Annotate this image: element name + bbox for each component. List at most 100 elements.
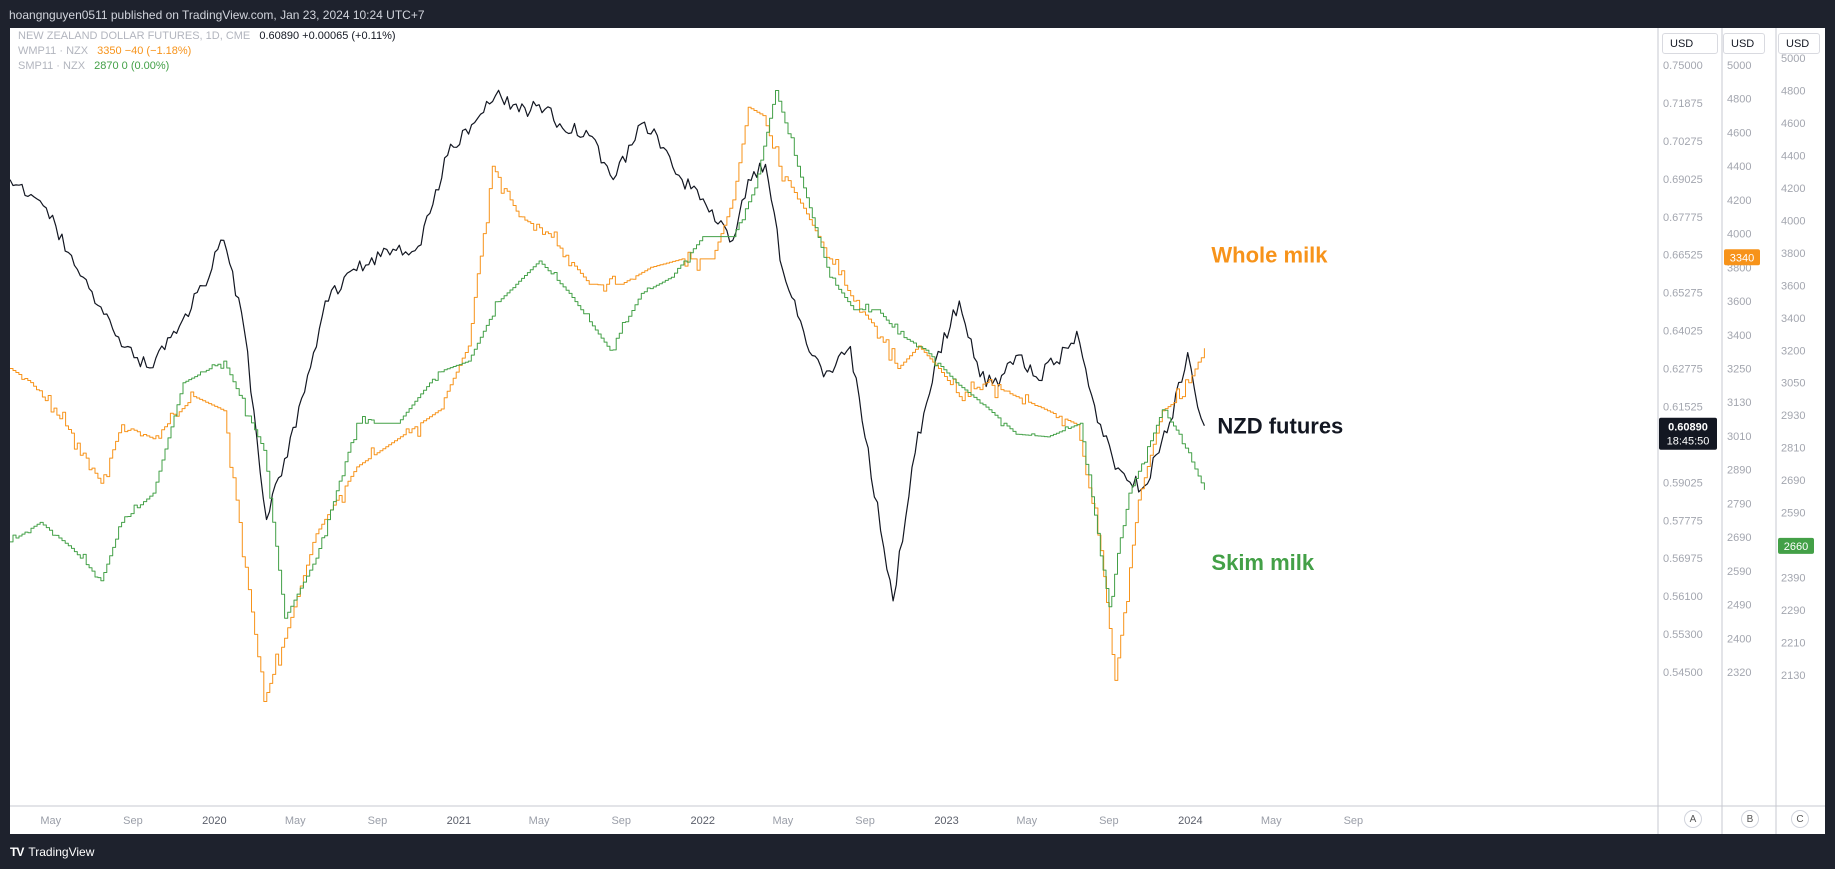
scale-b-tick: 3400 [1727, 330, 1751, 342]
legend-wmp[interactable]: WMP11 · NZX 3350 −40 (−1.18%) [18, 45, 191, 57]
brand-label: TradingView [28, 845, 95, 859]
x-tick-label: Sep [368, 815, 388, 827]
x-tick-label: Sep [855, 815, 875, 827]
scale-c-tick: 3400 [1781, 313, 1805, 325]
x-tick-label: May [40, 815, 61, 827]
countdown-a: 18:45:50 [1667, 436, 1710, 448]
legend-nzd-value: 0.60890 [259, 30, 300, 42]
scale-b-tick: 2890 [1727, 465, 1751, 477]
scale-a-button[interactable]: A [1684, 810, 1702, 828]
legend-smp[interactable]: SMP11 · NZX 2870 0 (0.00%) [18, 60, 169, 72]
scale-c-currency-label: USD [1786, 37, 1810, 50]
last-value-badge-a [1659, 417, 1717, 450]
scale-b-tick: 4600 [1727, 127, 1751, 139]
scale-c-tick: 4600 [1781, 118, 1805, 130]
chart-canvas[interactable]: May Sep 2020 May Sep 2021 May Sep 2022 May Sep 2023… [10, 28, 1825, 834]
scale-b-tick: 3600 [1727, 296, 1751, 308]
scale-c-tick: 5000 [1781, 53, 1805, 65]
scale-c-tick: 3200 [1781, 345, 1805, 357]
series-line-skim-milk[interactable] [10, 90, 1205, 619]
scale-c-button-label: C [1796, 813, 1804, 825]
tradingview-logo-icon: TV [10, 845, 24, 859]
scale-b-button-label: B [1746, 813, 1754, 825]
scale-c-tick: 4400 [1781, 150, 1805, 162]
scale-c-tick: 3800 [1781, 248, 1805, 260]
scale-b-tick: 2320 [1727, 667, 1751, 679]
legend-smp-value: 2870 [94, 60, 119, 72]
scale-a-tick: 0.56100 [1663, 591, 1703, 603]
scale-a-tick: 0.70275 [1663, 136, 1703, 148]
scale-a-tick: 0.64025 [1663, 326, 1703, 338]
scale-c-button[interactable]: C [1791, 810, 1809, 828]
scale-c-tick: 2930 [1781, 410, 1805, 422]
scale-b-tick: 5000 [1727, 60, 1751, 72]
x-tick-label: Sep [1099, 815, 1119, 827]
legend-smp-change: 0 (0.00%) [121, 60, 170, 72]
scale-a-tick: 0.62775 [1663, 364, 1703, 376]
last-value-badge-c [1778, 537, 1814, 554]
legend-wmp-change: −40 (−1.18%) [124, 45, 192, 57]
scale-b-tick: 4800 [1727, 94, 1751, 106]
scale-a-currency-label: USD [1670, 37, 1694, 50]
x-tick-label: May [529, 815, 550, 827]
brand[interactable]: TV TradingView [10, 845, 94, 859]
scale-b-tick: 4200 [1727, 195, 1751, 207]
scale-c-tick: 3600 [1781, 280, 1805, 292]
scale-c-tick: 3050 [1781, 378, 1805, 390]
scale-b-button[interactable]: B [1741, 810, 1759, 828]
scale-b-currency-label: USD [1731, 37, 1755, 50]
legend-nzd[interactable]: NEW ZEALAND DOLLAR FUTURES, 1D, CME 0.60… [18, 30, 396, 42]
series-annotation-skim-milk: Skim milk [1211, 550, 1314, 575]
scale-c-tick: 2210 [1781, 638, 1805, 650]
last-value-a: 0.60890 [1668, 422, 1708, 434]
scale-c-tick: 2810 [1781, 443, 1805, 455]
publish-header: hoangnguyen0511 published on TradingView… [0, 0, 1835, 28]
x-tick-label: 2021 [447, 815, 471, 827]
scale-b-tick: 2490 [1727, 600, 1751, 612]
scale-c-tick: 4200 [1781, 183, 1805, 195]
scale-a-tick: 0.57775 [1663, 515, 1703, 527]
x-tick-label: May [1016, 815, 1037, 827]
x-tick-label: 2023 [934, 815, 958, 827]
scale-c-currency[interactable]: USD [1778, 33, 1820, 54]
x-tick-label: May [285, 815, 306, 827]
scale-b-tick: 4400 [1727, 161, 1751, 173]
x-tick-label: Sep [123, 815, 143, 827]
series-line-nzd[interactable] [10, 89, 1205, 602]
scale-b-tick: 2690 [1727, 532, 1751, 544]
footer-bar: TV TradingView [0, 834, 1835, 869]
series-annotation-nzd: NZD futures [1217, 414, 1343, 439]
scale-c-tick: 2290 [1781, 605, 1805, 617]
x-tick-label: 2024 [1178, 815, 1202, 827]
series-annotation-whole-milk: Whole milk [1211, 242, 1328, 267]
x-tick-label: 2022 [690, 815, 714, 827]
scale-a-currency[interactable]: USD [1662, 33, 1718, 54]
x-tick-label: May [773, 815, 794, 827]
scale-a-tick: 0.67775 [1663, 212, 1703, 224]
scale-c-tick: 4800 [1781, 85, 1805, 97]
scale-a-tick: 0.59025 [1663, 477, 1703, 489]
scale-a-tick: 0.66525 [1663, 250, 1703, 262]
scale-c-tick: 2130 [1781, 670, 1805, 682]
x-tick-label: 2020 [202, 815, 226, 827]
last-value-c: 2660 [1784, 541, 1808, 553]
scale-a-tick: 0.61525 [1663, 401, 1703, 413]
scale-b-currency[interactable]: USD [1723, 33, 1765, 54]
last-value-badge-b [1724, 249, 1760, 266]
scale-a-tick: 0.75000 [1663, 60, 1703, 72]
scale-b-tick: 2400 [1727, 633, 1751, 645]
scale-b-tick: 2590 [1727, 566, 1751, 578]
scale-b-tick: 3800 [1727, 262, 1751, 274]
scale-a-tick: 0.71875 [1663, 98, 1703, 110]
chart-frame[interactable]: May Sep 2020 May Sep 2021 May Sep 2022 May Sep 2023… [10, 28, 1825, 834]
scale-c-tick: 2590 [1781, 508, 1805, 520]
legend-nzd-name: NEW ZEALAND DOLLAR FUTURES, 1D, CME [18, 30, 251, 42]
scale-a-tick: 0.55300 [1663, 629, 1703, 641]
series-line-whole-milk[interactable] [10, 106, 1205, 702]
legend-wmp-value: 3350 [97, 45, 122, 57]
last-value-b: 3340 [1730, 252, 1754, 264]
scale-b-tick: 4000 [1727, 229, 1751, 241]
scale-a-tick: 0.69025 [1663, 174, 1703, 186]
publish-info: hoangnguyen0511 published on TradingView… [9, 8, 425, 22]
scale-b-tick: 3010 [1727, 431, 1751, 443]
